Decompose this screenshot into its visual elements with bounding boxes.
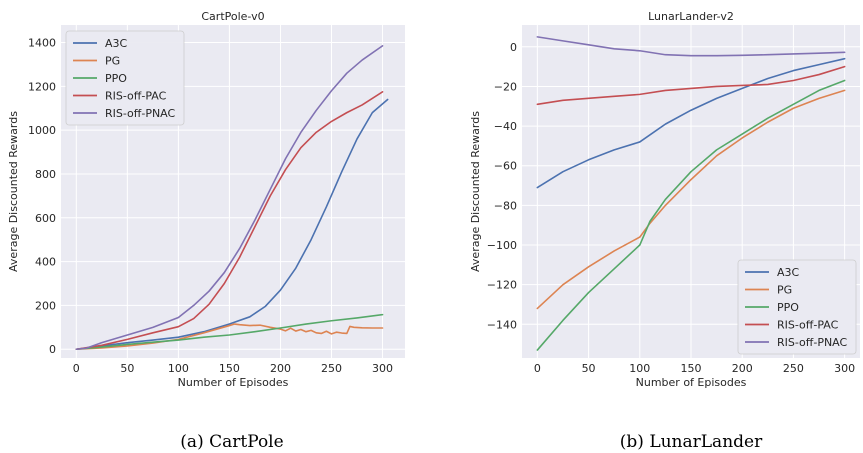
legend-label: A3C (105, 37, 128, 50)
legend-box (737, 259, 857, 355)
legend-label: RIS-off-PNAC (105, 107, 176, 120)
chart-title: CartPole-v0 (201, 10, 264, 23)
legend: A3C PG PPO RIS-off-PAC RIS-off-PNAC (737, 259, 857, 355)
x-tick-label: 50 (120, 362, 134, 375)
series-line-ppo (536, 79, 846, 351)
series-line-ris-off-pac (536, 65, 846, 106)
y-tick-label: 0 (49, 343, 56, 356)
x-tick-label: 150 (219, 362, 240, 375)
lunarlander-chart: 0 50 100 150 200 250 300 0 −20 −40 −60 −80 −100 −120 −… (469, 10, 860, 452)
legend-label: PPO (105, 72, 127, 85)
legend-label: A3C (777, 266, 800, 279)
legend-label: RIS-off-PNAC (777, 336, 848, 349)
x-tick-label: 300 (834, 362, 855, 375)
y-axis-label: Average Discounted Rewards (469, 111, 482, 272)
y-tick-label: 600 (35, 212, 56, 225)
series-line-a3c (75, 98, 389, 351)
series-line-pg (536, 89, 846, 310)
series-line-ppo (75, 313, 384, 351)
legend-label: RIS-off-PAC (777, 319, 839, 332)
y-axis-label: Average Discounted Rewards (7, 111, 20, 272)
x-tick-label: 0 (534, 362, 541, 375)
x-axis-label: Number of Episodes (178, 376, 289, 389)
legend-box (65, 30, 185, 126)
y-tick-label: −20 (494, 80, 517, 93)
x-tick-label: 150 (681, 362, 702, 375)
x-tick-label: 0 (73, 362, 80, 375)
figure-caption: (a) CartPole (180, 432, 283, 452)
y-tick-label: −80 (494, 199, 517, 212)
series-line-ris-off-pac (75, 91, 384, 351)
y-tick-label: 800 (35, 168, 56, 181)
x-tick-label: 200 (732, 362, 753, 375)
cartpole-chart: 0 50 100 150 200 250 300 0 200 400 600 800 1000 1200 1… (7, 10, 405, 452)
series-line-ris-off-pnac (536, 36, 846, 57)
y-tick-label: 1400 (28, 37, 56, 50)
y-tick-label: −40 (494, 120, 517, 133)
series-line-ris-off-pnac (75, 45, 384, 351)
x-tick-label: 50 (582, 362, 596, 375)
series-line-a3c (536, 57, 846, 189)
chart-title: LunarLander-v2 (648, 10, 734, 23)
legend-label: PPO (777, 301, 799, 314)
legend-label: PG (777, 284, 792, 297)
x-tick-label: 300 (372, 362, 393, 375)
legend-label: PG (105, 55, 120, 68)
legend-label: RIS-off-PAC (105, 90, 167, 103)
y-tick-label: −60 (494, 160, 517, 173)
x-tick-label: 100 (168, 362, 189, 375)
y-tick-label: 1000 (28, 124, 56, 137)
legend: A3C PG PPO RIS-off-PAC RIS-off-PNAC (65, 30, 185, 126)
x-tick-label: 250 (321, 362, 342, 375)
y-tick-label: 400 (35, 256, 56, 269)
y-tick-label: −120 (487, 279, 517, 292)
x-tick-label: 100 (629, 362, 650, 375)
y-tick-label: −100 (487, 239, 517, 252)
y-tick-label: 0 (510, 41, 517, 54)
x-tick-label: 200 (270, 362, 291, 375)
x-axis-label: Number of Episodes (636, 376, 747, 389)
y-tick-label: 1200 (28, 80, 56, 93)
series-line-pg (75, 323, 384, 351)
figure-caption: (b) LunarLander (620, 432, 763, 452)
y-tick-label: 200 (35, 299, 56, 312)
y-tick-label: −140 (487, 318, 517, 331)
x-tick-label: 250 (783, 362, 804, 375)
